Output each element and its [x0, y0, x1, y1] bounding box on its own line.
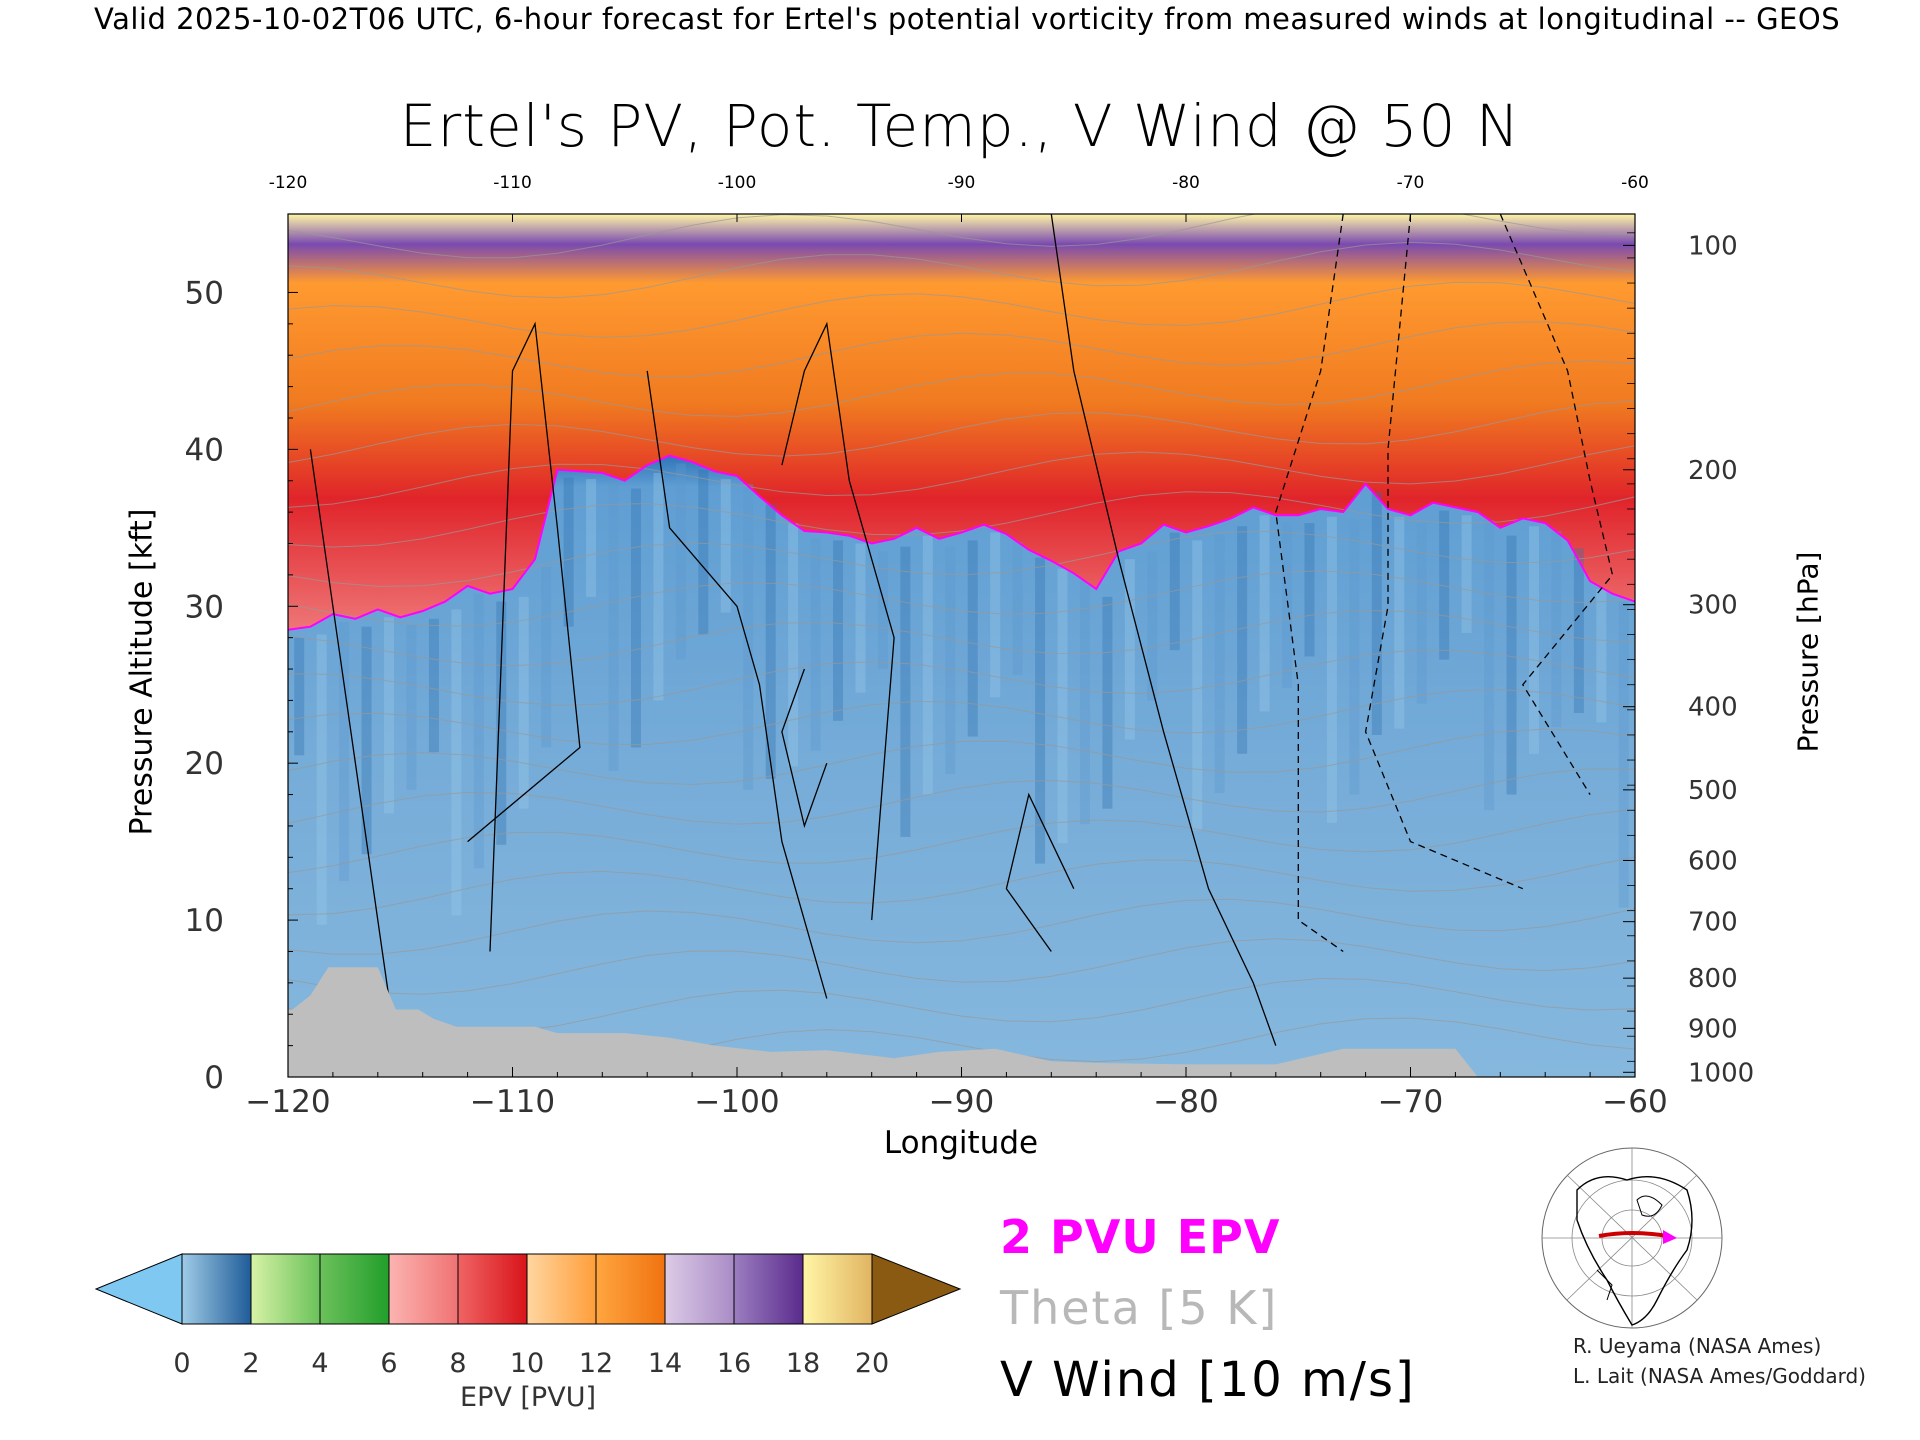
colorbar-tick-label: 20 — [855, 1348, 889, 1379]
colorbar-tick-label: 10 — [510, 1348, 544, 1379]
pressure-tick-label: 900 — [1688, 1014, 1738, 1044]
legend-epv: 2 PVU EPV — [1000, 1210, 1281, 1264]
colorbar-bin — [526, 1253, 597, 1325]
colorbar-bin — [388, 1253, 459, 1325]
troposphere-streaks — [294, 463, 1629, 925]
y-tick-label: 20 — [185, 746, 224, 782]
pressure-tick-label: 700 — [1688, 908, 1738, 938]
x-tick-label: −60 — [1602, 1084, 1667, 1120]
troposphere-fill — [288, 455, 1635, 1077]
colorbar-tick-label: 0 — [173, 1348, 190, 1379]
colorbar-tick-label: 12 — [579, 1348, 613, 1379]
y-tick-label: 10 — [185, 903, 224, 939]
colorbar: 0 2 4 6 8 10 12 14 16 18 20 — [94, 1253, 962, 1379]
pressure-tick-label: 200 — [1688, 456, 1738, 486]
header-text: Valid 2025-10-02T06 UTC, 6-hour forecast… — [94, 2, 1841, 36]
y-tick-label: 40 — [185, 432, 224, 468]
x-tick-label: −90 — [929, 1084, 994, 1120]
colorbar-tick-label: 6 — [380, 1348, 397, 1379]
plot-area — [288, 214, 1635, 1077]
colorbar-tick-label: 8 — [449, 1348, 466, 1379]
colorbar-below-arrow — [94, 1253, 183, 1325]
pressure-tick-label: 400 — [1688, 693, 1738, 723]
colorbar-bin — [595, 1253, 666, 1325]
colorbar-bin — [250, 1253, 321, 1325]
x-top-tick-label: -60 — [1621, 173, 1649, 193]
x-axis-top: -120 -110 -100 -90 -80 -70 -60 — [269, 173, 1649, 222]
y-tick-label: 50 — [185, 275, 224, 311]
colorbar-bin — [457, 1253, 528, 1325]
credit-line-1: R. Ueyama (NASA Ames) — [1573, 1334, 1822, 1358]
colorbar-label: EPV [PVU] — [460, 1382, 596, 1413]
vwind-contours — [309, 214, 1614, 1077]
pressure-tick-marks — [1627, 232, 1635, 1062]
y-axis-label-right: Pressure [hPa] — [1791, 551, 1825, 753]
y-axis-right: 100 200 300 400 500 600 700 800 900 1000 — [1623, 231, 1754, 1088]
pv2-contour-line — [288, 454, 1635, 631]
pressure-tick-label: 800 — [1688, 964, 1738, 994]
locator-map — [1541, 1147, 1723, 1329]
colorbar-bin — [181, 1253, 252, 1325]
x-tick-label: −110 — [470, 1084, 555, 1120]
x-tick-label: −70 — [1378, 1084, 1443, 1120]
colorbar-bin — [802, 1253, 873, 1325]
pressure-tick-label: 300 — [1688, 591, 1738, 621]
chart-title: Ertel's PV, Pot. Temp., V Wind @ 50 N — [399, 92, 1521, 160]
x-tick-label: −100 — [694, 1084, 779, 1120]
colorbar-tick-label: 18 — [786, 1348, 820, 1379]
x-tick-label: −120 — [245, 1084, 330, 1120]
pressure-tick-label: 600 — [1688, 846, 1738, 876]
legend-theta: Theta [5 K] — [1000, 1281, 1279, 1335]
x-axis-bottom: −120 −110 −100 −90 −80 −70 −60 — [245, 1067, 1668, 1120]
x-top-tick-label: -90 — [948, 173, 976, 193]
x-top-tick-label: -120 — [269, 173, 308, 193]
legend-vwind: V Wind [10 m/s] — [1000, 1352, 1416, 1408]
colorbar-bin — [319, 1253, 390, 1325]
pressure-tick-label: 1000 — [1688, 1058, 1754, 1088]
x-axis-label: Longitude — [883, 1125, 1039, 1161]
colorbar-bin — [733, 1253, 804, 1325]
terrain-mask — [288, 967, 1635, 1077]
x-tick-label: −80 — [1153, 1084, 1218, 1120]
pressure-tick-label: 500 — [1688, 776, 1738, 806]
colorbar-tick-label: 14 — [648, 1348, 682, 1379]
y-tick-label: 0 — [204, 1060, 224, 1096]
credit-line-2: L. Lait (NASA Ames/Goddard) — [1573, 1364, 1866, 1388]
colorbar-bin — [664, 1253, 735, 1325]
colorbar-tick-label: 16 — [717, 1348, 751, 1379]
y-axis-label-left: Pressure Altitude [kft] — [124, 508, 160, 836]
x-top-tick-label: -110 — [493, 173, 532, 193]
colorbar-tick-label: 4 — [311, 1348, 328, 1379]
y-axis-left: 0 10 20 30 40 50 — [185, 275, 298, 1096]
x-top-tick-label: -100 — [718, 173, 757, 193]
y-tick-label: 30 — [185, 589, 224, 625]
pressure-tick-label: 100 — [1688, 231, 1738, 261]
colorbar-above-arrow — [871, 1253, 962, 1325]
x-top-tick-label: -70 — [1397, 173, 1425, 193]
colorbar-tick-label: 2 — [242, 1348, 259, 1379]
x-top-tick-label: -80 — [1172, 173, 1200, 193]
